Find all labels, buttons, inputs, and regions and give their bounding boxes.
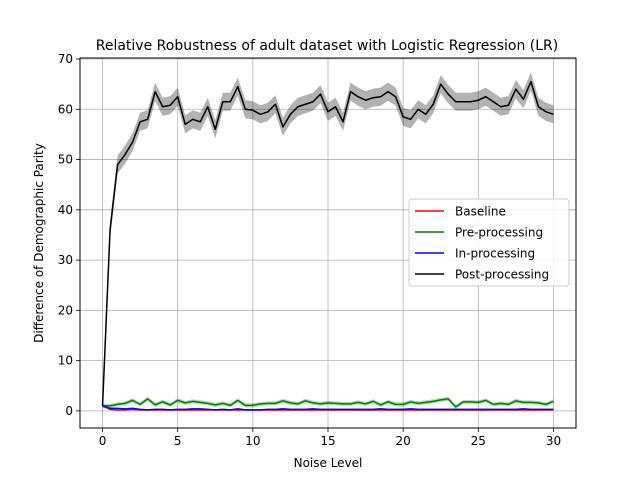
x-tick-label: 10 (245, 434, 260, 448)
chart-title: Relative Robustness of adult dataset wit… (96, 38, 558, 54)
y-tick-label: 40 (58, 203, 73, 217)
post-processing-band (102, 72, 554, 415)
pre-processing-line (102, 398, 554, 408)
legend: Baseline Pre-processing In-processing Post-… (408, 198, 570, 287)
baseline-legend-label: Baseline (455, 205, 506, 219)
y-tick-label: 0 (65, 404, 73, 418)
x-tick-label: 20 (396, 434, 411, 448)
y-tick-label: 10 (58, 354, 73, 368)
y-tick-label: 70 (58, 52, 73, 66)
x-axis-label: Noise Level (294, 456, 363, 470)
x-tick-label: 5 (174, 434, 182, 448)
in-processing-line (102, 405, 554, 411)
x-axis-ticks: 0 5 10 15 20 25 30 (99, 428, 561, 448)
y-tick-label: 30 (58, 253, 73, 267)
y-tick-label: 60 (58, 102, 73, 116)
y-axis-ticks: 0 10 20 30 40 50 60 70 (58, 52, 80, 418)
x-tick-label: 30 (546, 434, 561, 448)
legend-frame (408, 198, 570, 287)
y-axis-label: Difference of Demographic Parity (32, 143, 46, 343)
series-lines (101, 80, 554, 411)
y-tick-label: 20 (58, 303, 73, 317)
pre-processing-legend-label: Pre-processing (455, 226, 543, 240)
x-tick-label: 0 (99, 434, 107, 448)
x-tick-label: 25 (471, 434, 486, 448)
post-processing-legend-label: Post-processing (455, 268, 549, 282)
y-tick-label: 50 (58, 153, 73, 167)
post-processing-line (101, 80, 554, 406)
in-processing-legend-label: In-processing (455, 247, 535, 261)
x-tick-label: 15 (320, 434, 335, 448)
